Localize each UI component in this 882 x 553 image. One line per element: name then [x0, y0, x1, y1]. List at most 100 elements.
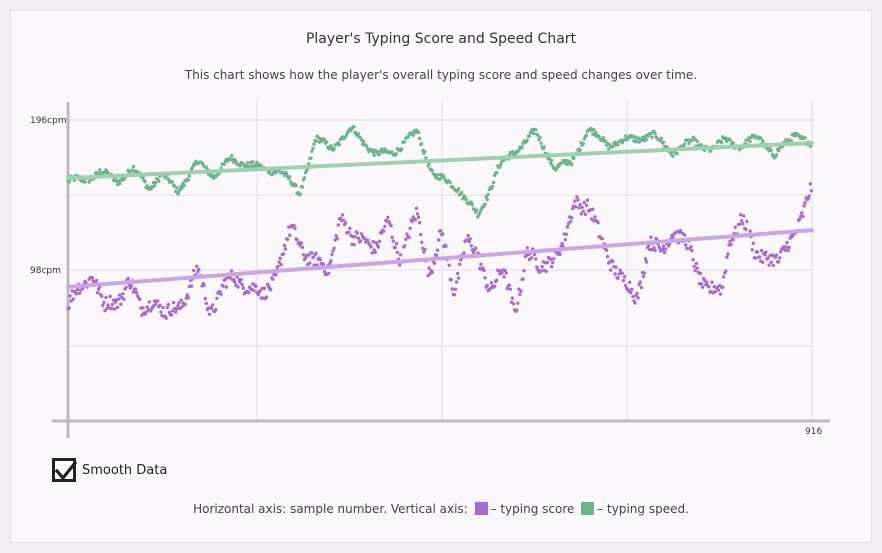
- data-point: [549, 264, 554, 269]
- smooth-data-toggle[interactable]: Smooth Data: [52, 458, 167, 482]
- data-point: [484, 195, 488, 199]
- data-point: [288, 175, 292, 179]
- data-point: [372, 153, 376, 158]
- data-point: [628, 280, 632, 284]
- data-point: [311, 255, 315, 260]
- data-point: [755, 250, 760, 254]
- data-point: [301, 253, 306, 257]
- data-point: [660, 247, 665, 251]
- data-point: [582, 137, 586, 141]
- data-point: [152, 184, 157, 188]
- data-point: [182, 183, 186, 188]
- data-point: [515, 308, 519, 312]
- data-point: [328, 261, 332, 266]
- data-point: [675, 152, 679, 156]
- data-point: [126, 276, 130, 281]
- data-point: [489, 281, 494, 285]
- smooth-data-checkbox[interactable]: [52, 458, 78, 482]
- data-point: [724, 269, 728, 273]
- data-point: [649, 235, 653, 239]
- data-point: [726, 252, 730, 256]
- data-point: [269, 288, 273, 292]
- data-point: [219, 292, 223, 296]
- data-point: [593, 215, 597, 219]
- smooth-data-label: Smooth Data: [82, 462, 168, 478]
- data-point: [98, 168, 102, 172]
- data-point: [470, 203, 475, 207]
- data-point: [174, 189, 178, 194]
- data-point: [502, 275, 506, 279]
- data-point: [307, 162, 311, 166]
- data-point: [337, 142, 342, 147]
- data-point: [222, 162, 226, 166]
- data-point: [751, 241, 755, 245]
- data-point: [505, 286, 509, 291]
- data-point: [134, 290, 139, 295]
- data-point: [371, 150, 375, 155]
- data-point: [771, 263, 775, 268]
- data-point: [753, 256, 758, 260]
- data-point: [258, 289, 262, 293]
- data-point: [630, 287, 634, 291]
- data-point: [255, 160, 259, 165]
- data-point: [725, 255, 729, 259]
- data-point: [157, 179, 161, 183]
- data-point: [633, 301, 637, 305]
- data-point: [564, 232, 569, 236]
- data-point: [597, 135, 601, 139]
- data-point: [638, 280, 642, 284]
- data-point: [488, 286, 493, 291]
- data-point: [186, 296, 191, 300]
- data-point: [463, 195, 467, 199]
- data-point: [750, 248, 754, 252]
- data-point: [539, 269, 543, 273]
- data-point: [314, 251, 318, 255]
- data-point: [334, 234, 338, 238]
- data-point: [171, 300, 176, 305]
- data-point: [423, 149, 427, 154]
- data-point: [457, 276, 461, 280]
- data-point: [377, 152, 382, 157]
- data-point: [395, 250, 400, 255]
- data-point: [535, 265, 539, 269]
- data-point: [404, 237, 408, 241]
- data-point: [684, 243, 688, 247]
- data-point: [616, 276, 620, 280]
- data-point: [175, 307, 179, 311]
- data-point: [741, 222, 745, 226]
- data-point: [71, 297, 76, 301]
- data-point: [469, 244, 474, 248]
- data-point: [264, 295, 269, 299]
- data-point: [575, 195, 579, 199]
- data-point: [685, 246, 689, 251]
- data-point: [531, 131, 536, 136]
- data-point: [251, 160, 255, 164]
- data-point: [190, 165, 195, 169]
- data-point: [468, 237, 472, 241]
- data-point: [653, 248, 657, 253]
- data-point: [577, 206, 581, 210]
- data-point: [806, 197, 810, 201]
- data-point: [398, 253, 403, 257]
- data-point: [161, 305, 165, 310]
- data-point: [371, 240, 375, 244]
- data-point: [678, 228, 683, 233]
- data-point: [776, 149, 781, 153]
- data-point: [140, 313, 144, 317]
- data-point: [169, 313, 174, 317]
- data-point: [495, 171, 499, 175]
- data-point: [479, 262, 483, 266]
- data-point: [769, 148, 773, 153]
- data-point: [341, 218, 346, 222]
- data-point: [682, 233, 687, 237]
- data-point: [695, 266, 699, 270]
- data-point: [483, 276, 487, 280]
- data-point: [391, 239, 395, 243]
- data-point: [356, 236, 361, 240]
- data-point: [591, 207, 595, 211]
- data-point: [419, 232, 423, 237]
- data-point: [647, 243, 651, 248]
- data-point: [156, 299, 160, 303]
- data-point: [420, 240, 424, 244]
- data-point: [112, 307, 117, 311]
